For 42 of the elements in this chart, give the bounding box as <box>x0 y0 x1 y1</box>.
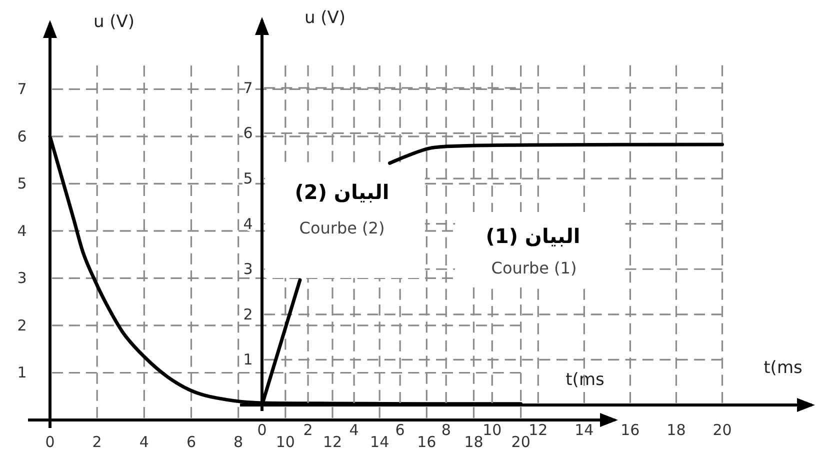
x-tick-label: 18 <box>464 433 484 451</box>
x-tick-label: 2 <box>92 433 102 451</box>
x-tick-label: 0 <box>45 433 55 451</box>
x-tick-label: 14 <box>574 421 594 439</box>
x-axis-title: t(ms <box>566 370 604 390</box>
y-tick-label: 2 <box>243 305 253 324</box>
x-tick-label: 6 <box>186 433 196 451</box>
x-tick-label: 16 <box>620 421 640 439</box>
x-tick-label: 10 <box>482 421 502 439</box>
x-tick-label: 2 <box>303 421 313 439</box>
annotation: Courbe (1) <box>491 258 577 278</box>
x-tick-label: 10 <box>276 433 295 451</box>
x-tick-label: 8 <box>441 421 451 439</box>
x-tick-label: 20 <box>511 433 530 451</box>
y-tick-label: 3 <box>243 260 253 278</box>
annotation: البيان (1) <box>486 224 580 248</box>
y-tick-label: 4 <box>17 222 27 240</box>
y-tick-label: 1 <box>243 350 253 369</box>
x-tick-label: 14 <box>370 433 390 451</box>
x-tick-label: 20 <box>712 421 732 439</box>
y-tick-label: 6 <box>17 127 27 146</box>
y-tick-label: 5 <box>17 174 27 193</box>
x-tick-label: 8 <box>234 433 244 451</box>
x-tick-label: 4 <box>349 421 359 439</box>
y-axis-title: u (V) <box>93 12 135 32</box>
y-tick-label: 1 <box>17 364 27 382</box>
x-tick-label: 12 <box>322 433 342 451</box>
y-tick-label: 5 <box>243 170 253 188</box>
y-axis-title: u (V) <box>304 8 346 28</box>
x-tick-label: 0 <box>257 421 267 439</box>
x-tick-label: 6 <box>395 421 405 439</box>
annotation: البيان (2) <box>294 180 390 204</box>
x-tick-label: 16 <box>417 433 436 451</box>
x-tick-label: 12 <box>528 421 548 439</box>
y-tick-label: 4 <box>243 214 253 233</box>
x-axis-title: t(ms <box>764 358 802 378</box>
y-tick-label: 2 <box>17 316 27 334</box>
x-tick-label: 4 <box>139 433 149 451</box>
y-tick-label: 3 <box>17 269 27 288</box>
y-tick-label: 7 <box>17 80 27 98</box>
annotation: Courbe (2) <box>299 218 385 238</box>
x-tick-label: 18 <box>666 421 686 439</box>
